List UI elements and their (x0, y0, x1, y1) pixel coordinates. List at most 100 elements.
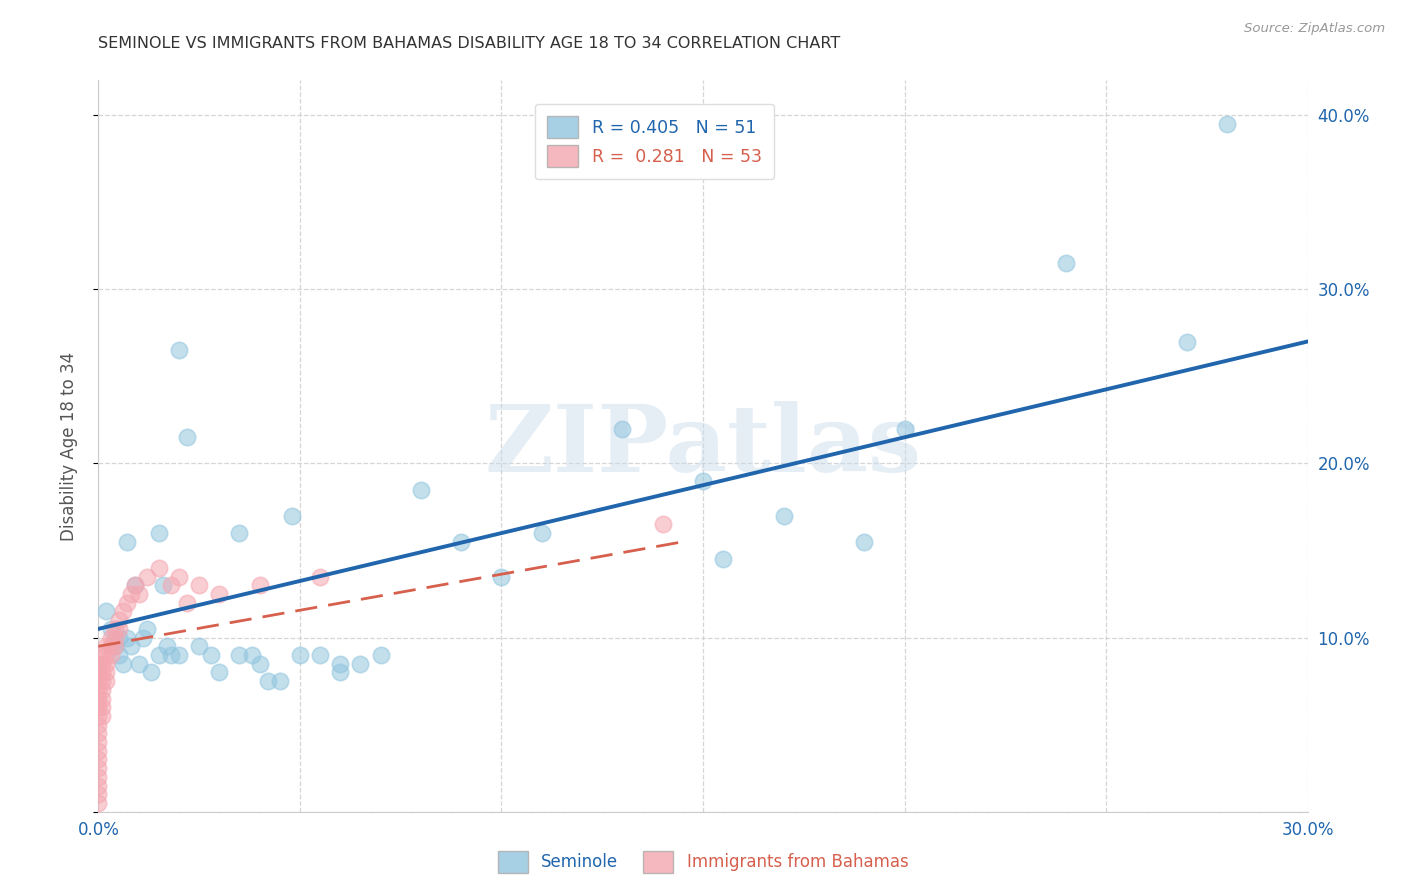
Point (309, 648, 332, 662)
Point (96, 648, 118, 662)
Point (152, 578, 174, 592)
Point (132, 631, 155, 645)
Point (148, 526, 170, 541)
Legend: R = 0.405   N = 51, R =  0.281   N = 53: R = 0.405 N = 51, R = 0.281 N = 53 (534, 103, 775, 179)
Point (103, 640, 125, 654)
Point (87, 717, 110, 731)
Point (893, 421, 915, 435)
Point (91, 657, 114, 671)
Point (309, 569, 332, 583)
Point (87, 735, 110, 749)
Point (107, 648, 129, 662)
Point (87, 787, 110, 801)
Point (240, 648, 263, 662)
Point (91, 674, 114, 689)
Point (135, 622, 157, 636)
Point (228, 526, 250, 541)
Point (228, 648, 250, 662)
Point (87, 779, 110, 793)
Point (87, 657, 110, 671)
Point (1054, 256, 1077, 270)
Point (115, 596, 138, 610)
Point (96, 674, 118, 689)
Point (100, 622, 122, 636)
Point (148, 561, 170, 575)
Point (107, 631, 129, 645)
Point (148, 648, 170, 662)
Point (87, 691, 110, 706)
Point (269, 674, 291, 689)
Point (87, 796, 110, 810)
Point (115, 534, 138, 549)
Point (249, 578, 271, 592)
Text: ZIPatlas: ZIPatlas (485, 401, 921, 491)
Point (87, 761, 110, 775)
Point (208, 587, 231, 601)
Point (160, 578, 183, 592)
Point (692, 474, 714, 488)
Point (176, 596, 198, 610)
Point (612, 421, 634, 435)
Point (87, 665, 110, 680)
Point (208, 665, 231, 680)
Point (139, 665, 162, 680)
Point (87, 682, 110, 697)
Point (120, 587, 142, 601)
Point (87, 674, 110, 689)
Legend: Seminole, Immigrants from Bahamas: Seminole, Immigrants from Bahamas (491, 845, 915, 880)
Point (188, 640, 211, 654)
Y-axis label: Disability Age 18 to 34: Disability Age 18 to 34 (59, 351, 77, 541)
Point (87, 700, 110, 714)
Point (107, 613, 129, 627)
Point (103, 640, 125, 654)
Point (167, 343, 190, 358)
Point (249, 657, 271, 671)
Point (96, 657, 118, 671)
Point (329, 665, 352, 680)
Point (288, 648, 311, 662)
Point (329, 657, 352, 671)
Point (87, 726, 110, 740)
Point (120, 640, 142, 654)
Point (91, 691, 114, 706)
Point (87, 752, 110, 766)
Point (107, 622, 129, 636)
Point (450, 534, 472, 549)
Point (100, 631, 122, 645)
Point (1216, 117, 1239, 131)
Point (91, 682, 114, 697)
Point (96, 604, 118, 618)
Point (135, 569, 157, 583)
Point (156, 640, 179, 654)
Text: SEMINOLE VS IMMIGRANTS FROM BAHAMAS DISABILITY AGE 18 TO 34 CORRELATION CHART: SEMINOLE VS IMMIGRANTS FROM BAHAMAS DISA… (98, 36, 841, 51)
Text: Source: ZipAtlas.com: Source: ZipAtlas.com (1244, 22, 1385, 36)
Point (128, 657, 150, 671)
Point (124, 578, 146, 592)
Point (167, 569, 190, 583)
Point (91, 648, 114, 662)
Point (91, 700, 114, 714)
Point (651, 517, 673, 532)
Point (256, 674, 278, 689)
Point (530, 526, 553, 541)
Point (96, 665, 118, 680)
Point (111, 604, 134, 618)
Point (128, 587, 150, 601)
Point (91, 709, 114, 723)
Point (87, 709, 110, 723)
Point (853, 534, 876, 549)
Point (772, 508, 794, 523)
Point (115, 631, 138, 645)
Point (87, 770, 110, 784)
Point (491, 569, 513, 583)
Point (1175, 334, 1198, 349)
Point (167, 648, 190, 662)
Point (111, 657, 134, 671)
Point (87, 744, 110, 758)
Point (96, 640, 118, 654)
Point (100, 640, 122, 654)
Point (200, 648, 222, 662)
Point (409, 483, 432, 497)
Point (711, 552, 734, 566)
Point (124, 578, 146, 592)
